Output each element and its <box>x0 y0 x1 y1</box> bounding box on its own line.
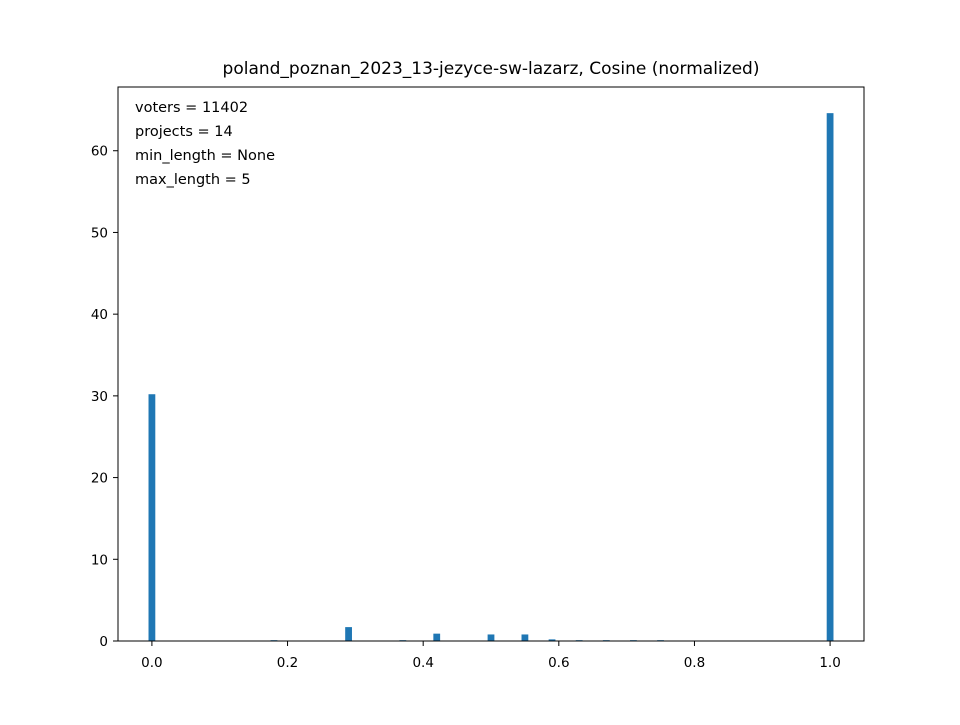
histogram-bar <box>345 627 352 641</box>
y-tick-label: 0 <box>99 634 108 650</box>
x-tick-label: 0.6 <box>548 655 569 671</box>
x-tick-label: 0.2 <box>277 655 298 671</box>
histogram-bar <box>487 634 495 641</box>
y-tick-label: 40 <box>91 307 108 323</box>
histogram-bar <box>826 113 834 641</box>
histogram-bar <box>521 634 529 641</box>
annotation-min-length: min_length = None <box>135 148 275 164</box>
y-tick-label: 30 <box>91 389 108 405</box>
y-tick-label: 60 <box>91 144 108 160</box>
plot-frame <box>117 86 865 642</box>
y-tick-label: 50 <box>91 225 108 241</box>
x-tick-label: 0.8 <box>684 655 705 671</box>
histogram-bar <box>148 394 156 641</box>
x-tick-label: 1.0 <box>819 655 840 671</box>
annotation-voters: voters = 11402 <box>135 100 248 116</box>
y-tick-label: 10 <box>91 552 108 568</box>
y-axis-ticks: 0 10 20 30 40 50 60 <box>91 144 118 650</box>
x-tick-label: 0.0 <box>141 655 162 671</box>
histogram-bar <box>433 633 441 641</box>
annotation-box: voters = 11402 projects = 14 min_length … <box>135 100 275 188</box>
annotation-projects: projects = 14 <box>135 124 233 140</box>
histogram-bar <box>548 639 556 641</box>
y-tick-label: 20 <box>91 471 108 487</box>
x-axis-ticks: 0.0 0.2 0.4 0.6 0.8 1.0 <box>141 641 841 671</box>
annotation-max-length: max_length = 5 <box>135 172 251 188</box>
x-tick-label: 0.4 <box>412 655 433 671</box>
chart-title: poland_poznan_2023_13-jezyce-sw-lazarz, … <box>223 59 760 79</box>
